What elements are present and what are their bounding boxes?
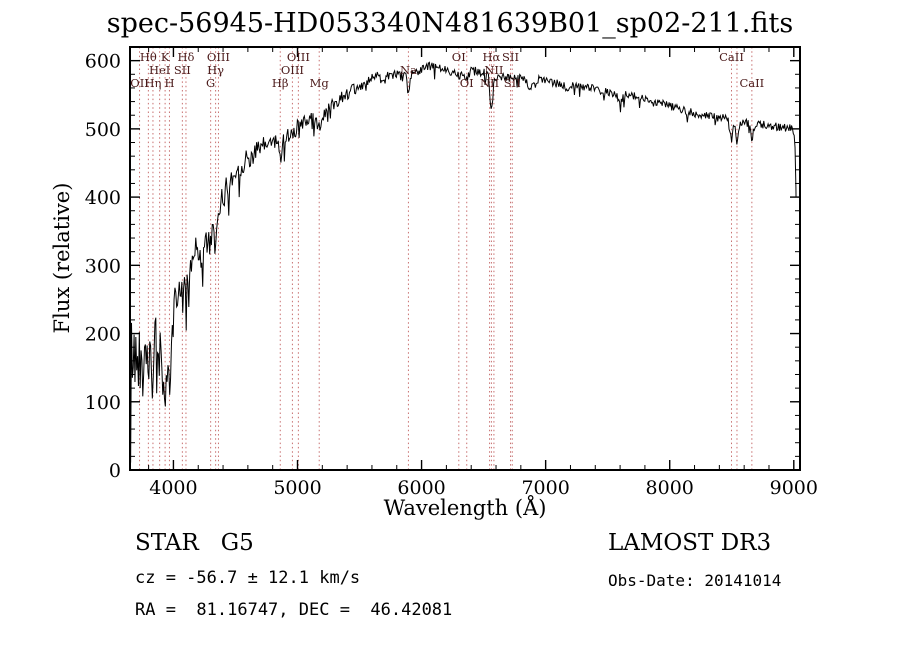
- svg-text:SII: SII: [502, 50, 519, 64]
- svg-text:OIII: OIII: [281, 63, 304, 77]
- svg-text:4000: 4000: [149, 477, 197, 499]
- svg-text:OIII: OIII: [287, 50, 310, 64]
- svg-text:7000: 7000: [521, 477, 569, 499]
- svg-text:OII: OII: [130, 76, 149, 90]
- svg-text:Hδ: Hδ: [177, 50, 194, 64]
- ra-dec-coordinates: RA = 81.16747, DEC = 46.42081: [135, 600, 453, 620]
- observation-date: Obs-Date: 20141014: [608, 571, 782, 590]
- svg-text:H: H: [164, 76, 174, 90]
- svg-text:K: K: [161, 50, 170, 64]
- cz-value: cz = -56.7 ± 12.1 km/s: [135, 568, 361, 588]
- svg-text:CaII: CaII: [739, 76, 764, 90]
- svg-text:Hθ: Hθ: [140, 50, 157, 64]
- svg-text:OI: OI: [452, 50, 466, 64]
- svg-text:200: 200: [85, 324, 121, 346]
- plot-title: spec-56945-HD053340N481639B01_sp02-211.f…: [106, 8, 794, 39]
- svg-text:G: G: [206, 76, 215, 90]
- svg-text:HeI: HeI: [149, 63, 170, 77]
- svg-text:OI: OI: [460, 76, 474, 90]
- svg-text:NII: NII: [480, 76, 499, 90]
- svg-text:100: 100: [85, 392, 121, 414]
- survey-name: LAMOST DR3: [608, 530, 772, 556]
- svg-text:5000: 5000: [273, 477, 321, 499]
- svg-text:SII: SII: [174, 63, 191, 77]
- y-axis-label: Flux (relative): [50, 182, 74, 334]
- svg-text:300: 300: [85, 255, 121, 277]
- svg-text:OIII: OIII: [207, 50, 230, 64]
- x-axis-label: Wavelength (Å): [383, 496, 547, 520]
- svg-text:Hη: Hη: [144, 76, 161, 90]
- svg-text:Na: Na: [400, 63, 417, 77]
- svg-text:Mg: Mg: [310, 76, 330, 90]
- svg-text:Hβ: Hβ: [272, 76, 289, 90]
- svg-text:SII: SII: [504, 76, 521, 90]
- svg-text:500: 500: [85, 119, 121, 141]
- svg-text:600: 600: [85, 51, 121, 73]
- svg-text:NII: NII: [484, 63, 503, 77]
- star-classification: STAR G5: [135, 530, 254, 556]
- svg-text:9000: 9000: [770, 477, 818, 499]
- svg-text:0: 0: [109, 460, 121, 482]
- svg-text:Hγ: Hγ: [207, 63, 224, 77]
- svg-text:Hα: Hα: [483, 50, 501, 64]
- svg-text:400: 400: [85, 187, 121, 209]
- svg-text:8000: 8000: [646, 477, 694, 499]
- svg-text:6000: 6000: [397, 477, 445, 499]
- svg-text:CaII: CaII: [719, 50, 744, 64]
